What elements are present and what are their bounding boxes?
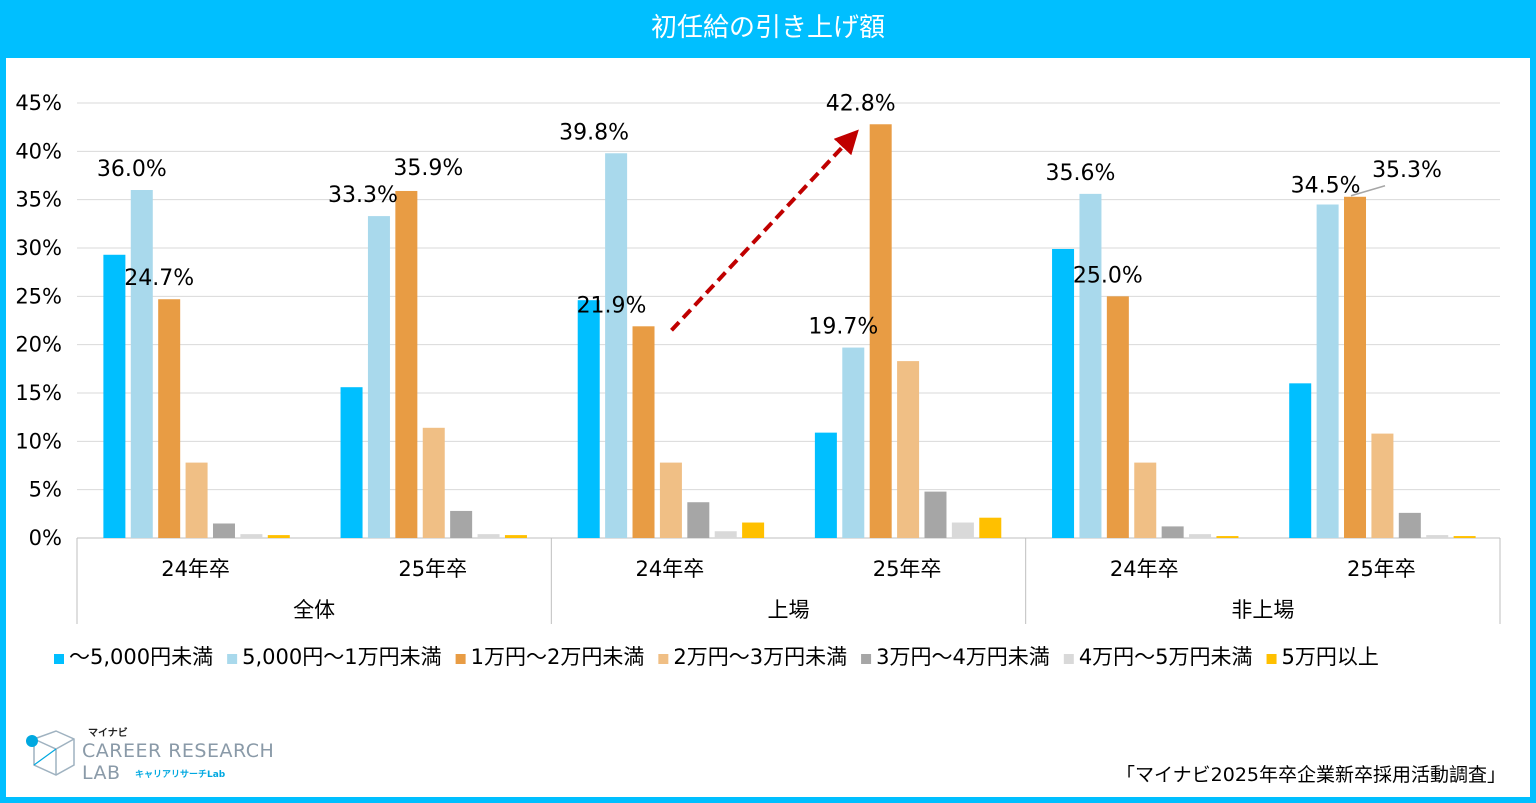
legend-label: 5,000円～1万円未満 [242,645,441,669]
bar [659,462,682,538]
bar [714,531,737,538]
bar [450,510,473,538]
bar [924,491,947,538]
bar [1079,193,1102,538]
bar [1426,535,1449,538]
legend-swatch [1063,654,1074,664]
data-label: 39.8% [559,120,629,145]
bar [577,300,600,538]
y-tick-label: 35% [15,188,62,212]
bar [1161,526,1184,538]
x-category-label: 24年卒 [1110,557,1179,581]
legend-label: 1万円～2万円未満 [471,645,645,669]
y-tick-label: 10% [15,429,62,453]
data-label: 35.9% [393,156,463,181]
bar [897,361,920,538]
bar [1189,534,1212,538]
data-label: 21.9% [577,293,647,318]
data-label: 33.3% [328,183,398,208]
bar [1052,248,1075,538]
bar [185,462,208,538]
legend-swatch [54,654,64,664]
bar [340,387,363,538]
bar [158,299,181,538]
logo-line1: CAREER RESEARCH [82,740,274,762]
bar [632,326,655,538]
bar [212,523,235,538]
data-label: 42.8% [826,91,896,116]
career-research-lab-logo: マイナビ CAREER RESEARCH LAB キャリアリサーチLab [26,726,274,784]
y-tick-label: 0% [29,526,62,550]
bar [742,522,765,538]
y-tick-label: 15% [15,381,62,405]
bar [1134,462,1157,538]
data-label: 34.5% [1291,174,1361,199]
bar [240,534,263,538]
legend-swatch [1266,654,1277,664]
y-tick-label: 40% [15,139,62,163]
bar [814,432,837,538]
chart-title: 初任給の引き上げ額 [0,0,1536,56]
bar [1216,536,1239,538]
x-group-label: 上場 [768,598,810,622]
legend-label: 4万円～5万円未満 [1079,645,1253,669]
data-label: 35.3% [1372,158,1442,183]
cube-icon [26,730,75,776]
data-label: 35.6% [1046,161,1116,186]
legend-swatch [658,654,669,664]
data-label-leader-line [1350,185,1386,197]
bar [267,535,290,538]
data-label: 25.0% [1073,263,1143,288]
logo-line2: LAB [82,762,121,784]
legend-label: ～5,000円未満 [69,645,213,669]
y-tick-label: 20% [15,333,62,357]
x-category-label: 25年卒 [398,557,467,581]
trend-arrow [670,129,859,332]
bar [1371,433,1394,538]
x-category-label: 25年卒 [873,557,942,581]
data-label: 36.0% [97,157,167,182]
legend-label: 5万円以上 [1282,645,1379,669]
x-category-label: 24年卒 [636,557,705,581]
y-tick-label: 30% [15,236,62,260]
y-tick-label: 25% [15,284,62,308]
bar [1398,512,1421,538]
bar [605,153,628,538]
bar [687,502,710,538]
y-tick-label: 45% [15,91,62,115]
legend-label: 2万円～3万円未満 [673,645,847,669]
x-category-label: 24年卒 [161,557,230,581]
bar [1289,383,1312,538]
bar [951,522,974,538]
logo-sub-text: キャリアリサーチLab [135,769,226,780]
bar [422,427,445,538]
logo-small-text: マイナビ [88,726,128,739]
chart-panel: 0% 5% 10% 15% 20% 25% 30% 35% 40% 45% 24年卒 25年卒全体 24… [6,58,1530,797]
bar [869,124,892,539]
bar [367,216,390,538]
data-label: 19.7% [808,315,878,340]
bar [1316,204,1339,538]
data-label: 24.7% [124,266,194,291]
bar [1106,296,1129,538]
legend-swatch [455,654,466,664]
bar [103,254,126,538]
bar [1344,196,1367,538]
bar [1453,536,1476,538]
legend-label: 3万円～4万円未満 [876,645,1050,669]
bar [477,534,500,538]
bar [504,535,527,538]
x-group-label: 全体 [293,598,335,622]
bar [979,517,1002,538]
bar [395,190,418,538]
y-tick-label: 5% [29,478,62,502]
legend-swatch [861,654,872,664]
bar [130,190,153,538]
source-note: 「マイナビ2025年卒企業新卒採用活動調査」 [1116,764,1506,786]
bar [842,347,865,538]
x-category-label: 25年卒 [1347,557,1416,581]
x-group-label: 非上場 [1231,598,1294,622]
legend-swatch [227,654,238,664]
